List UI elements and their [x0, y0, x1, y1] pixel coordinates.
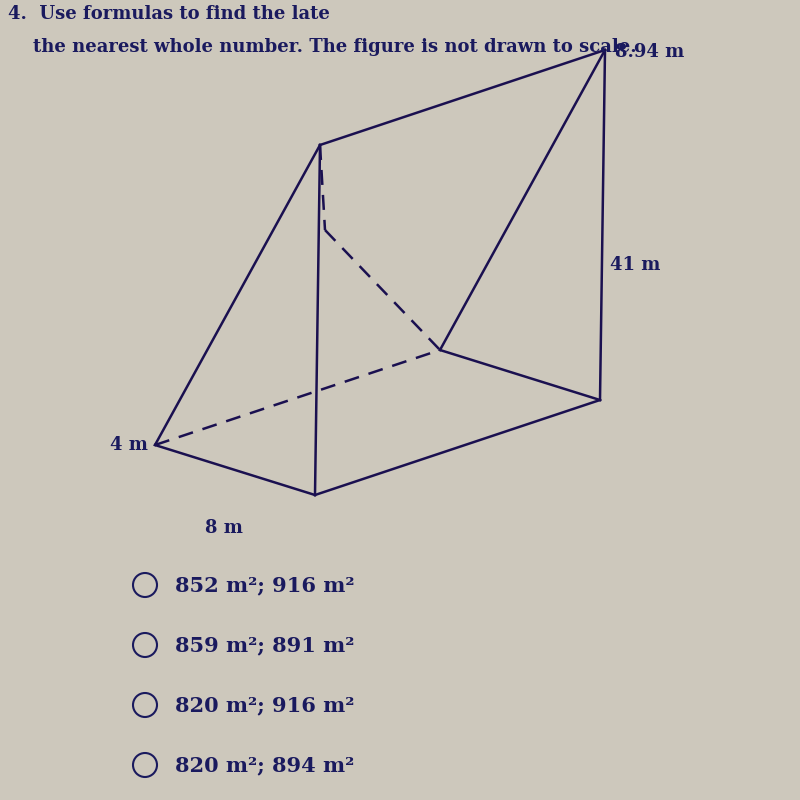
- Text: 4.  Use formulas to find the late: 4. Use formulas to find the late: [8, 5, 330, 23]
- Text: the nearest whole number. The figure is not drawn to scale.: the nearest whole number. The figure is …: [8, 38, 637, 56]
- Text: 41 m: 41 m: [610, 256, 660, 274]
- Text: 8.94 m: 8.94 m: [615, 43, 684, 61]
- Text: 820 m²; 894 m²: 820 m²; 894 m²: [175, 755, 354, 775]
- Text: 852 m²; 916 m²: 852 m²; 916 m²: [175, 575, 354, 595]
- Text: 4 m: 4 m: [110, 436, 148, 454]
- Text: 8 m: 8 m: [205, 519, 243, 537]
- Text: 859 m²; 891 m²: 859 m²; 891 m²: [175, 635, 354, 655]
- Text: 820 m²; 916 m²: 820 m²; 916 m²: [175, 695, 354, 715]
